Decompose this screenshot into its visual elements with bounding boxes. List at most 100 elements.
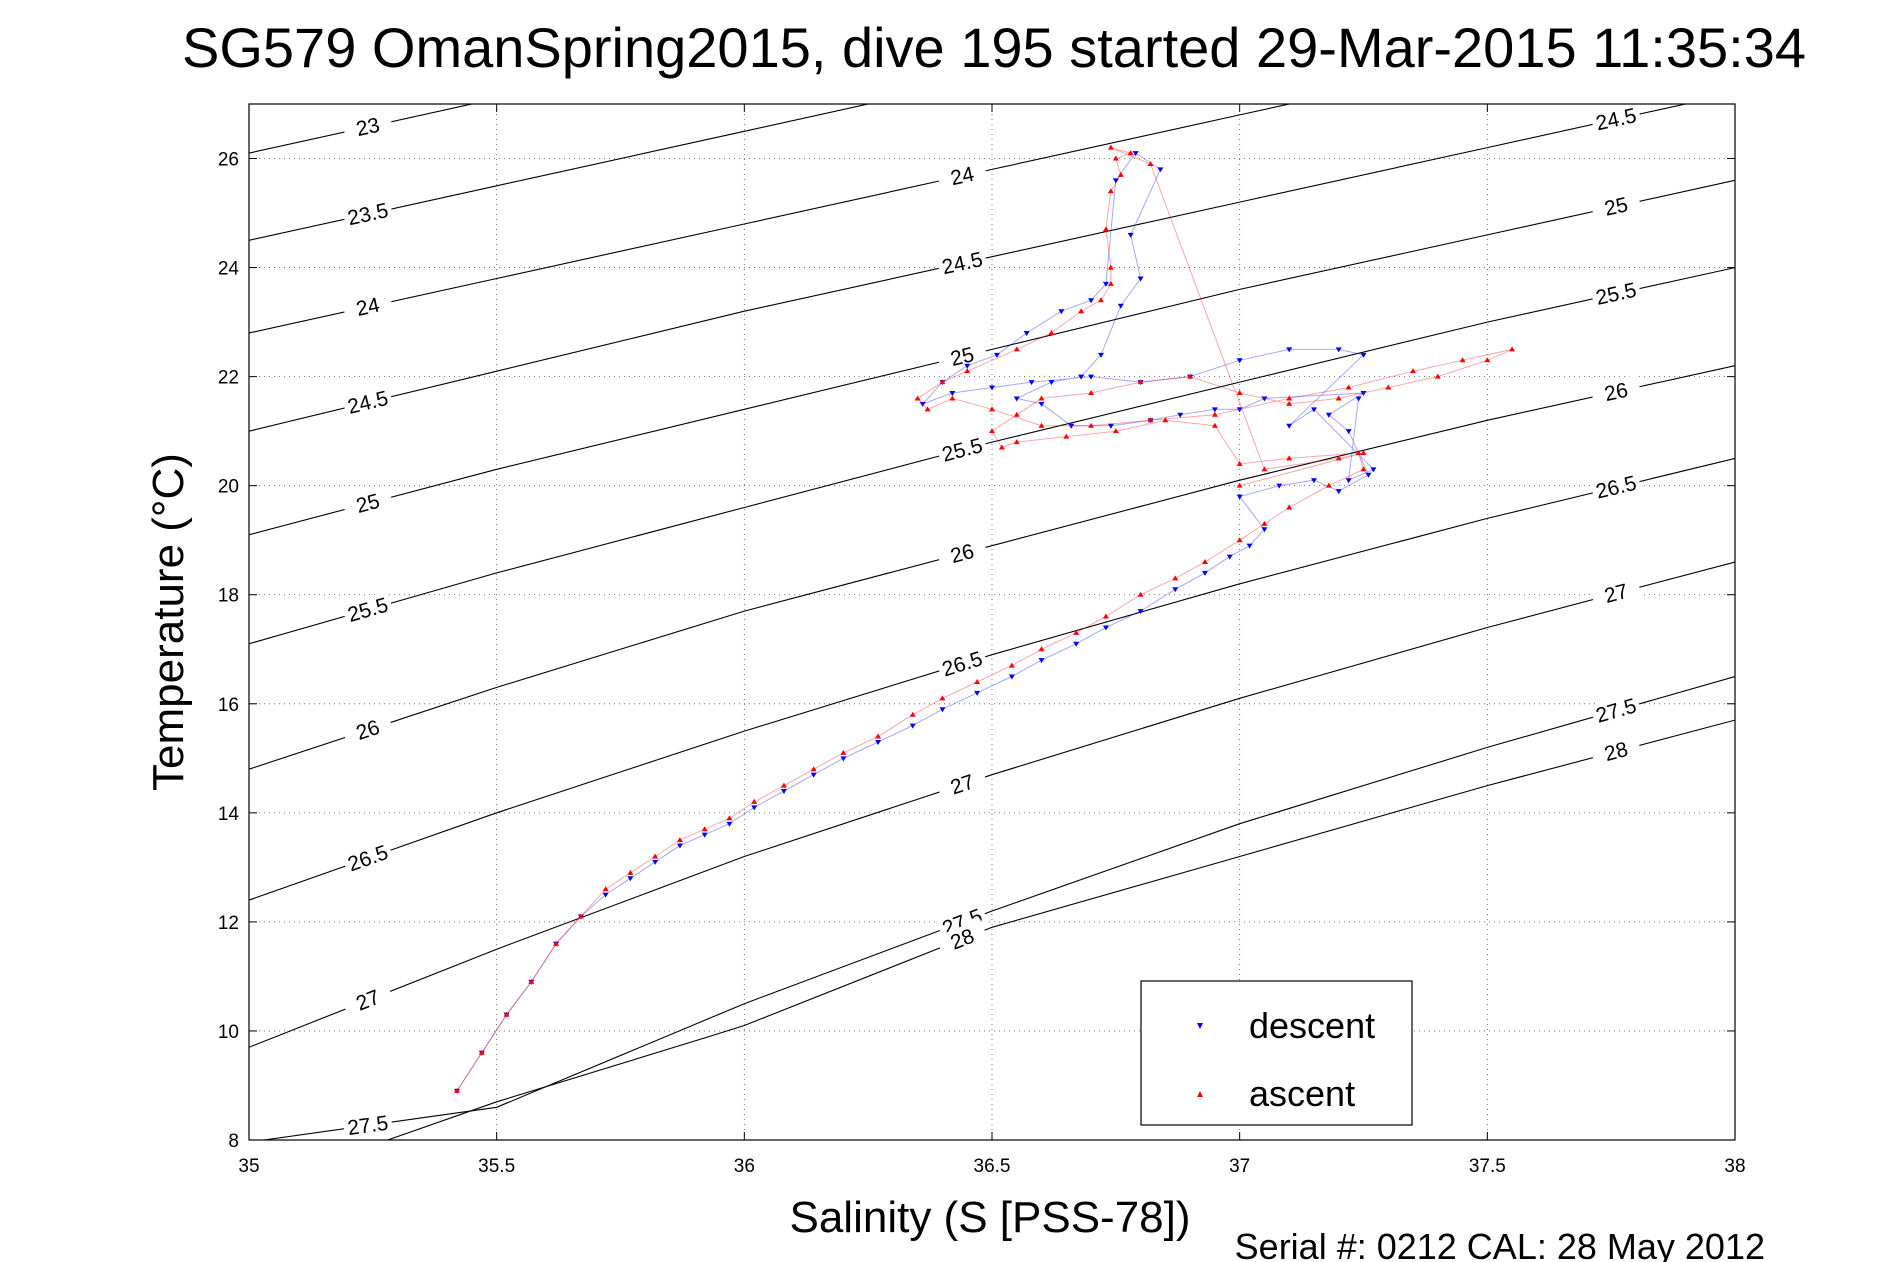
- x-axis-label: Salinity (S [PSS-78]): [789, 1193, 1190, 1242]
- density-contour-23-5: [249, 104, 871, 241]
- density-contour-label-background: [1590, 375, 1643, 409]
- y-tick-label: 26: [218, 150, 239, 171]
- ascent-point: [1211, 411, 1218, 417]
- ascent-point: [751, 798, 758, 804]
- descent-point: [1310, 478, 1317, 484]
- descent-point: [780, 789, 787, 795]
- density-contour-label-background: [936, 246, 989, 281]
- y-tick-label: 18: [218, 586, 239, 607]
- density-contour-label-background: [341, 980, 395, 1021]
- ascent-point: [1162, 417, 1169, 423]
- ascent-point: [676, 837, 683, 843]
- descent-point: [1360, 390, 1367, 396]
- ascent-point: [1459, 357, 1466, 363]
- density-contour-label-background: [341, 711, 395, 749]
- ascent-point: [701, 826, 708, 832]
- descent-point: [676, 843, 683, 849]
- descent-point: [1226, 554, 1233, 560]
- descent-point: [1013, 396, 1020, 402]
- descent-point: [652, 859, 659, 865]
- descent-point: [1246, 543, 1253, 549]
- ascent-point: [1038, 395, 1045, 401]
- ascent-point: [1335, 455, 1342, 461]
- ascent-point: [1008, 662, 1015, 668]
- ascent-point: [1107, 264, 1114, 270]
- descent-point: [1078, 374, 1085, 380]
- ascent-point: [989, 406, 995, 412]
- descent-point: [949, 390, 956, 396]
- descent-point: [919, 401, 926, 407]
- ascent-point: [1236, 537, 1243, 543]
- descent-point: [1335, 489, 1342, 495]
- descent-point: [1088, 374, 1095, 380]
- ascent-point: [1112, 428, 1119, 434]
- ascent-point: [909, 711, 916, 717]
- y-tick-label: 12: [218, 913, 239, 934]
- density-contour-label-background: [341, 485, 395, 522]
- ascent-point: [1261, 520, 1268, 526]
- descent-point: [602, 892, 609, 898]
- descent-point: [1370, 467, 1377, 473]
- ascent-point: [939, 379, 946, 385]
- descent-point: [1261, 396, 1268, 402]
- ascent-point: [1112, 155, 1119, 161]
- y-tick-label: 20: [218, 477, 239, 498]
- descent-point: [1236, 358, 1243, 364]
- ascent-point: [1097, 297, 1104, 303]
- density-contour-label-background: [341, 591, 395, 628]
- descent-point: [1276, 483, 1283, 489]
- ascent-point: [875, 733, 882, 739]
- density-contour-label-background: [935, 645, 989, 683]
- ascent-point: [577, 913, 584, 919]
- descent-point: [1088, 298, 1095, 304]
- legend-descent-marker: [1197, 1023, 1203, 1029]
- descent-point: [1068, 423, 1075, 429]
- ascent-point: [1107, 144, 1114, 150]
- density-contour-label-background: [1590, 276, 1643, 311]
- ascent-point: [810, 766, 817, 772]
- ascent-point: [1088, 389, 1095, 395]
- descent-point: [1048, 380, 1055, 386]
- density-contour-label-background: [935, 765, 989, 804]
- ascent-point: [1172, 575, 1179, 581]
- descent-point: [1286, 347, 1293, 353]
- descent-point: [1345, 478, 1352, 484]
- ascent-point: [1063, 433, 1070, 439]
- descent-point: [810, 772, 817, 778]
- descent-point: [1236, 407, 1243, 413]
- density-contour-label-background: [1589, 692, 1643, 729]
- ascent-point: [1137, 591, 1144, 597]
- descent-point: [1261, 527, 1268, 533]
- ascent-point: [840, 749, 847, 755]
- descent-point: [1117, 303, 1124, 309]
- descent-point: [1107, 423, 1114, 429]
- ascent-point: [1013, 411, 1020, 417]
- descent-point: [1127, 232, 1134, 238]
- ascent-point: [1201, 559, 1208, 565]
- descent-point: [1360, 352, 1367, 358]
- x-axis-ticks: 35 35.5 36 36.5 37 37.5 38: [238, 104, 1746, 1177]
- descent-point: [1201, 570, 1208, 576]
- ascent-point: [528, 978, 535, 984]
- density-contour-label-background: [936, 339, 989, 374]
- ascent-point: [503, 1011, 510, 1017]
- descent-point: [1137, 276, 1144, 282]
- legend-box: [1140, 980, 1413, 1126]
- ascent-point: [602, 886, 609, 892]
- ascent-point: [454, 1087, 461, 1093]
- ascent-point: [1117, 171, 1124, 177]
- descent-point: [909, 723, 916, 729]
- y-tick-label: 8: [228, 1131, 239, 1152]
- descent-point: [1132, 151, 1139, 157]
- legend: descent ascent: [1140, 980, 1413, 1126]
- ascent-point: [1509, 346, 1516, 352]
- density-contour-label: 24: [949, 163, 977, 191]
- descent-point: [1325, 412, 1332, 418]
- descent-point: [701, 832, 708, 838]
- ascent-point: [780, 782, 787, 788]
- descent-point: [726, 821, 733, 827]
- ascent-point: [1335, 395, 1342, 401]
- serial-calibration-footer: Serial #: 0212 CAL: 28 May 2012: [1235, 1226, 1765, 1262]
- ascent-point: [553, 940, 560, 946]
- ascent-point: [964, 368, 971, 374]
